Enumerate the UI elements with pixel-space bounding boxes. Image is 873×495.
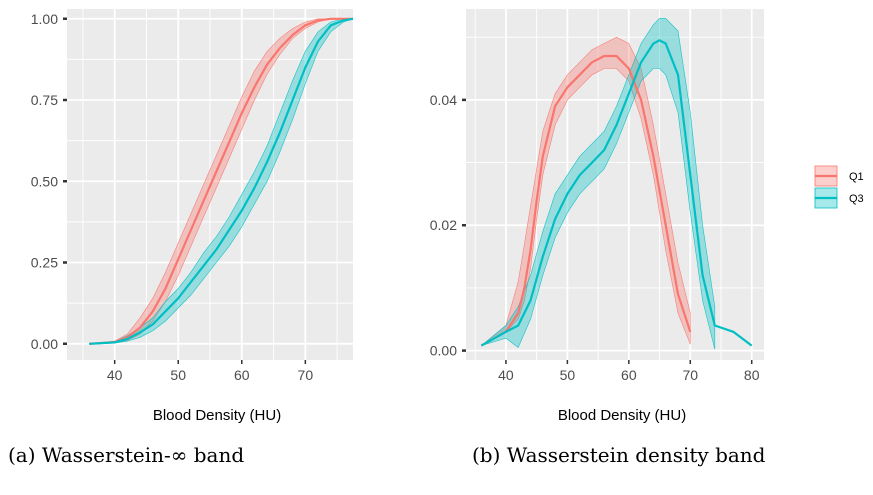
x-tick-label: 80: [744, 367, 760, 383]
caption-a: (a) Wasserstein-∞ band: [8, 443, 245, 467]
series-line-q3: [480, 39, 753, 347]
series-line-q1: [480, 54, 692, 347]
x-tick-label: 40: [498, 367, 514, 383]
y-tick-label: 0.50: [31, 173, 58, 189]
x-tick-label: 50: [560, 367, 576, 383]
x-tick-label: 70: [298, 367, 314, 383]
legend-label: Q1: [849, 171, 864, 183]
x-tick-label: 60: [621, 367, 637, 383]
legend-item-q1: Q1: [814, 165, 864, 187]
y-tick-label: 0.04: [430, 92, 457, 108]
band-q1: [89, 18, 353, 345]
x-tick-label: 40: [107, 367, 123, 383]
chart-b: 40 50 60 70 80 0.00 0.02 0.04 Blood Density (HU): [430, 9, 764, 424]
x-tick-label: 70: [682, 367, 698, 383]
x-tick-label: 60: [234, 367, 250, 383]
y-tick-label: 0.00: [31, 336, 58, 352]
series-line-q3: [89, 17, 354, 345]
y-tick-label: 0.25: [31, 255, 58, 271]
y-tick-label: 0.00: [430, 343, 457, 359]
y-tick-label: 1.00: [31, 11, 58, 27]
x-tick-label: 50: [170, 367, 186, 383]
legend-label: Q3: [849, 193, 864, 205]
legend-item-q3: Q3: [814, 187, 864, 209]
panel-background: [466, 9, 764, 360]
chart-a: 40 50 60 70 0.00 0.25 0.50 0.75 1.00 Blood Densit…: [31, 9, 354, 424]
caption-b: (b) Wasserstein density band: [472, 443, 766, 467]
legend: Q1 Q3: [814, 165, 864, 209]
x-axis-title: Blood Density (HU): [558, 407, 686, 424]
y-tick-label: 0.02: [430, 217, 457, 233]
x-axis-title: Blood Density (HU): [153, 407, 281, 424]
y-tick-label: 0.75: [31, 92, 58, 108]
series-line-q1: [89, 17, 353, 345]
